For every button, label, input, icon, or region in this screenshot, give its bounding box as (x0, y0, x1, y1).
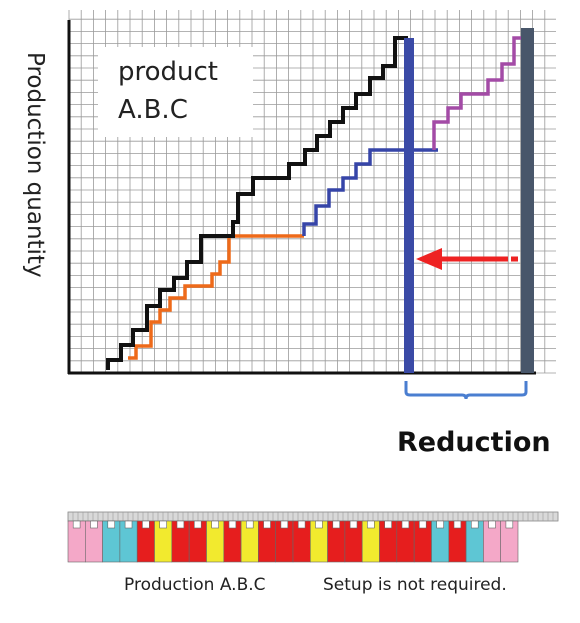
setup-notch (90, 520, 98, 529)
setup-notch (176, 520, 185, 529)
setup-notch (418, 520, 427, 529)
setup-notch (263, 520, 271, 529)
setup-notch (384, 520, 392, 529)
setup-strip (67, 511, 559, 563)
setup-notch (453, 520, 462, 529)
orange-step-line (128, 234, 304, 360)
setup-notch (436, 520, 444, 529)
black-step-line (106, 36, 408, 370)
setup-notch (297, 520, 306, 529)
reduction-brace (404, 381, 528, 400)
setup-notch (470, 520, 479, 529)
purple-step-line (432, 36, 524, 150)
caption-production: Production A.B.C (124, 575, 266, 595)
setup-notch (280, 520, 289, 529)
setup-notch (246, 520, 254, 529)
setup-notch (315, 520, 323, 529)
product-label-box (98, 47, 253, 137)
setup-notch (349, 520, 358, 529)
setup-notch (332, 520, 340, 529)
reduction-arrow (416, 248, 518, 270)
setup-notch (124, 520, 133, 529)
original-lead-time-bar (521, 28, 534, 373)
setup-notch (72, 520, 81, 529)
setup-notch (159, 520, 167, 529)
setup-notch (194, 520, 202, 529)
setup-notch (505, 520, 514, 529)
setup-notch (211, 520, 219, 529)
setup-notch (228, 520, 237, 529)
setup-notch (367, 520, 375, 529)
product-label-line1: product (118, 57, 218, 87)
reduced-lead-time-bar (404, 38, 414, 373)
setup-notch (488, 520, 496, 529)
setup-notch (107, 520, 116, 529)
caption-setup: Setup is not required. (323, 575, 507, 595)
product-label-line2: A.B.C (118, 95, 188, 125)
setup-notch (142, 520, 150, 529)
reduction-label: Reduction (397, 427, 551, 458)
y-axis-label: Production quantity (22, 52, 48, 278)
blue-step-line (302, 148, 438, 236)
setup-notch (401, 520, 410, 529)
